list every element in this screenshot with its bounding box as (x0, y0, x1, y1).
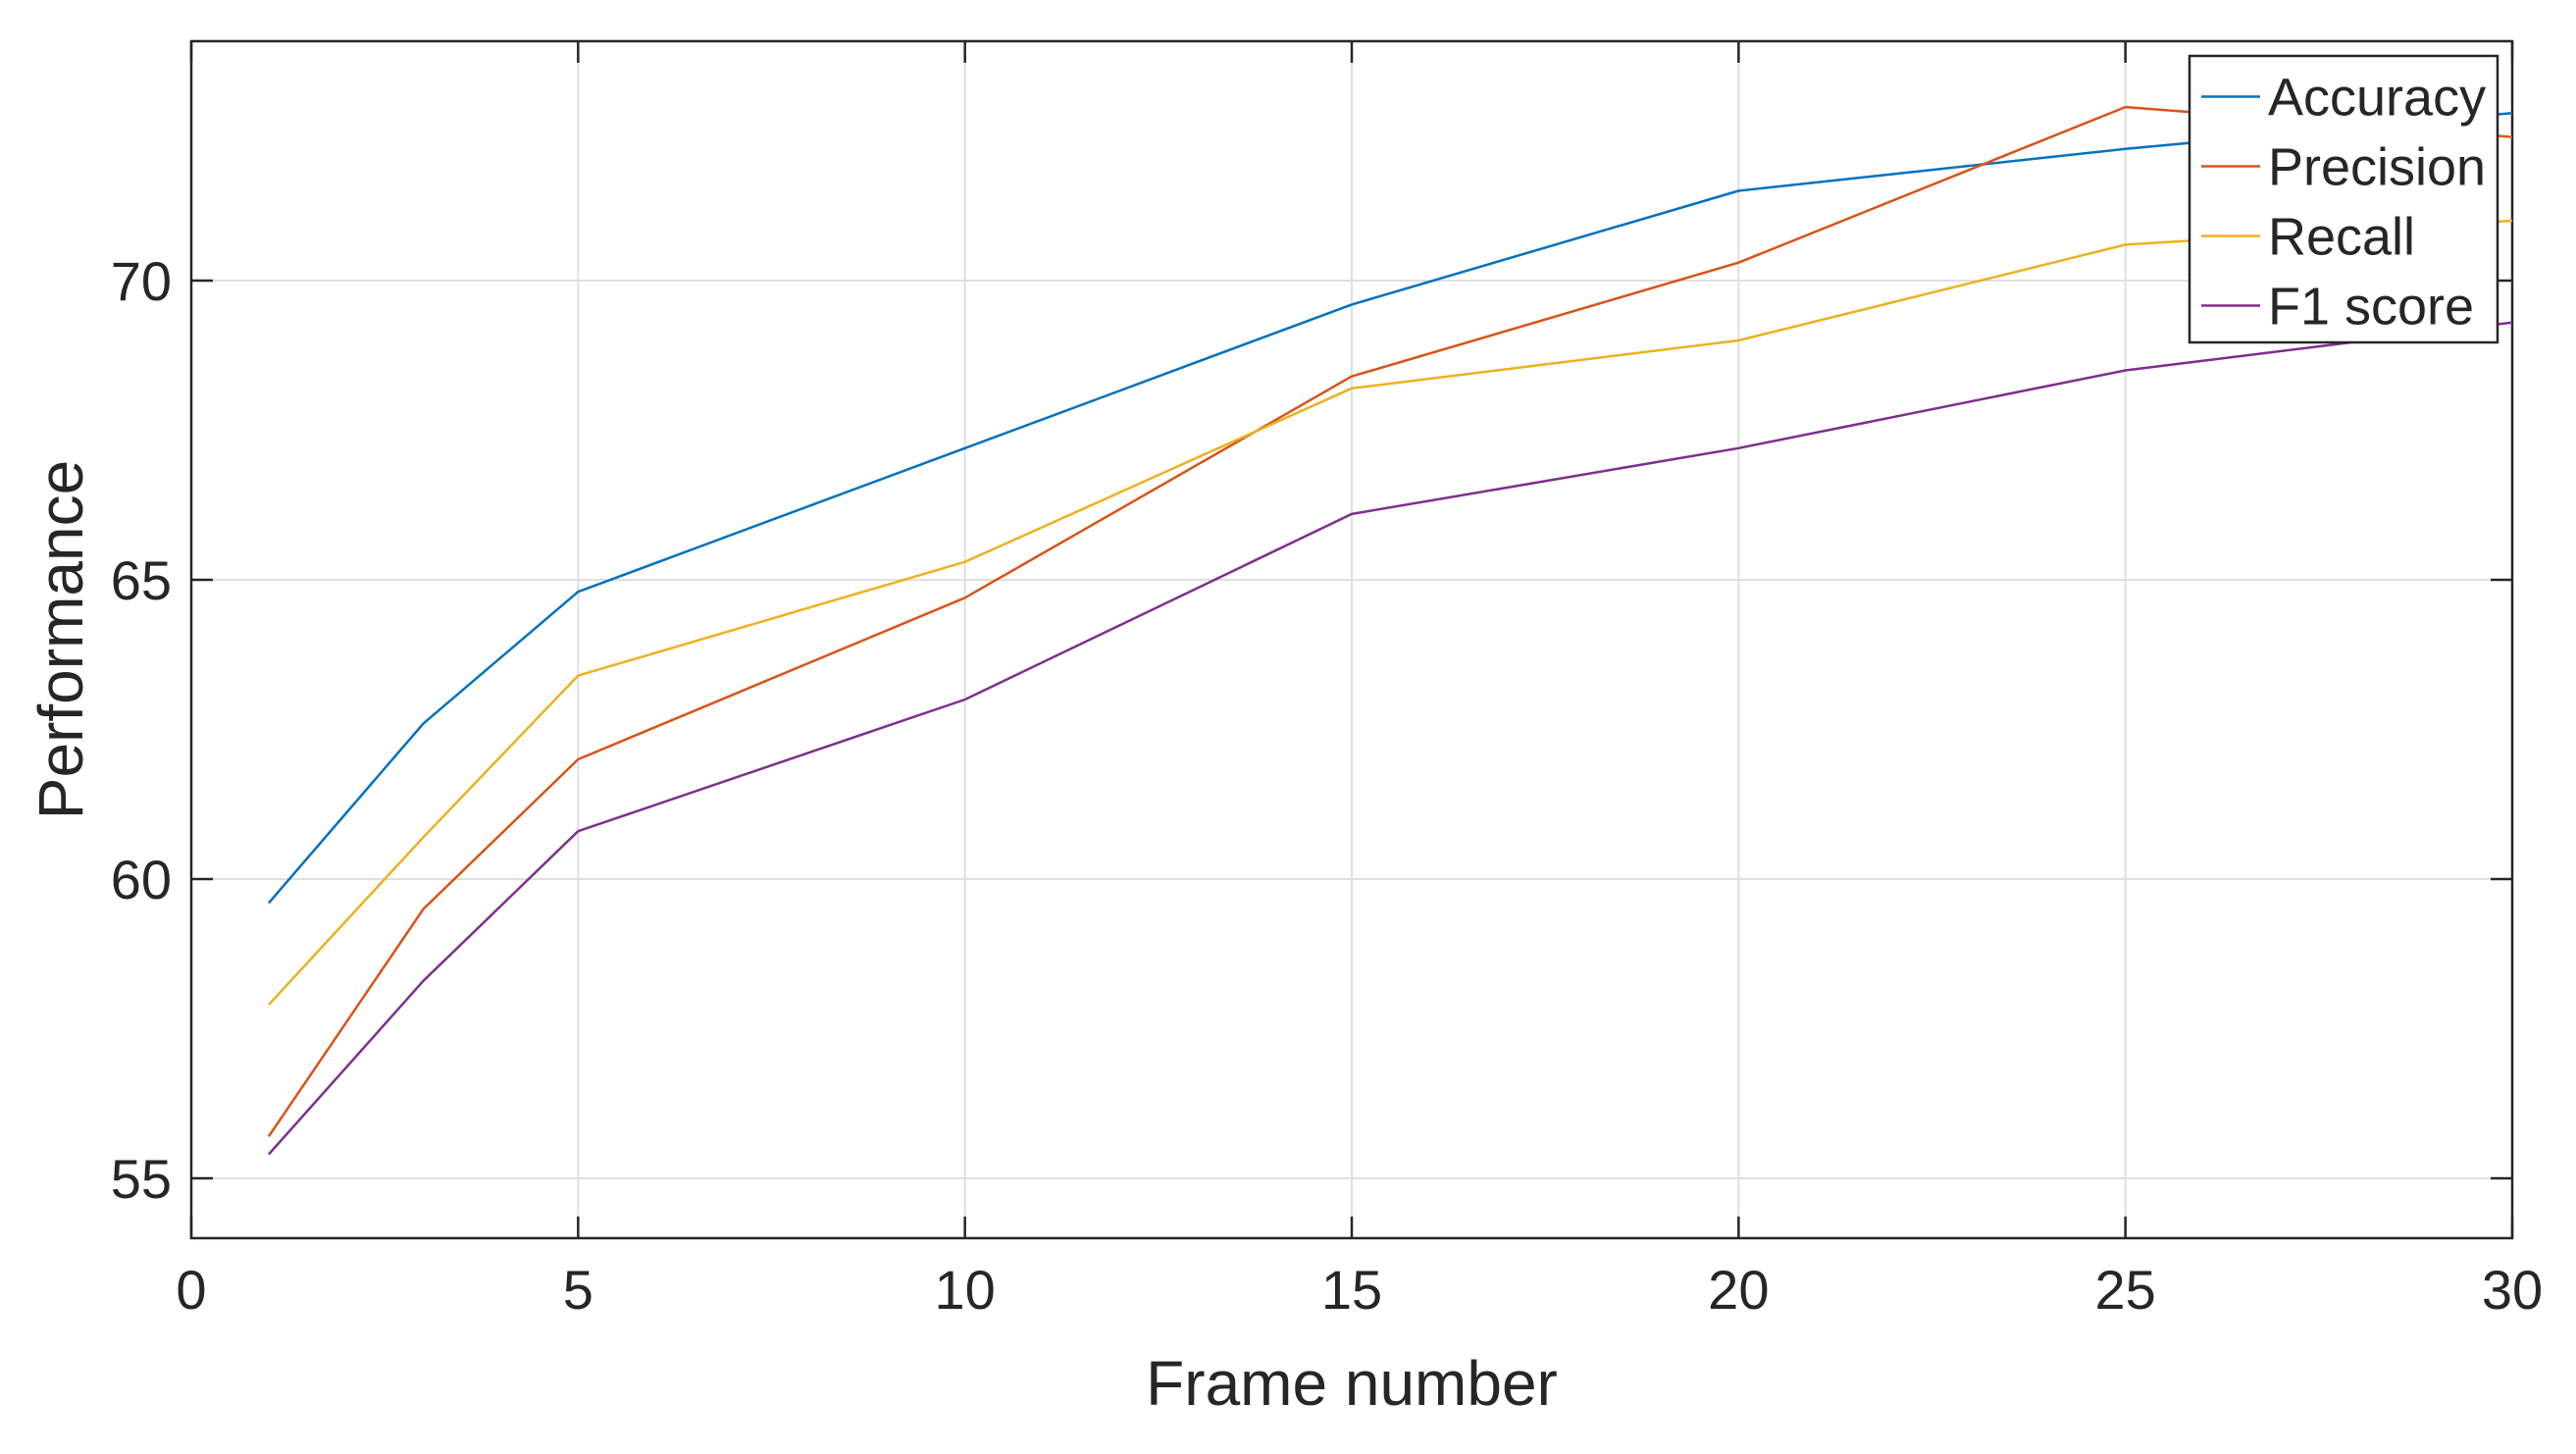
y-tick-label: 65 (111, 549, 172, 611)
series-lines (267, 105, 2512, 1156)
x-tick-label: 30 (2482, 1259, 2543, 1321)
legend-label-precision: Precision (2268, 138, 2486, 197)
x-tick-label: 20 (1708, 1259, 1769, 1321)
series-line-precision (267, 105, 2512, 1138)
series-line-f1-score (267, 321, 2512, 1156)
legend-label-f1-score: F1 score (2268, 278, 2474, 337)
legend-label-recall: Recall (2268, 208, 2415, 267)
y-axis-title: Performance (26, 460, 96, 819)
x-axis-title: Frame number (1146, 1348, 1558, 1419)
x-tick-label: 15 (1321, 1259, 1382, 1321)
series-line-accuracy (267, 111, 2512, 905)
x-tick-label: 25 (2095, 1259, 2156, 1321)
y-tick-label: 55 (111, 1148, 172, 1210)
x-tick-label: 10 (935, 1259, 996, 1321)
legend-box (2188, 54, 2499, 344)
tick-labels: 0 5 10 15 20 25 30 55 60 65 70 (111, 250, 2543, 1321)
legend: Accuracy Precision Recall F1 score (2188, 54, 2499, 344)
legend-label-accuracy: Accuracy (2268, 69, 2486, 128)
x-tick-label: 5 (563, 1259, 593, 1321)
x-tick-label: 0 (176, 1259, 206, 1321)
axes (189, 39, 2514, 1240)
grid-lines (191, 41, 2512, 1238)
y-tick-label: 60 (111, 849, 172, 910)
series-line-recall (267, 219, 2512, 1006)
y-tick-label: 70 (111, 250, 172, 312)
